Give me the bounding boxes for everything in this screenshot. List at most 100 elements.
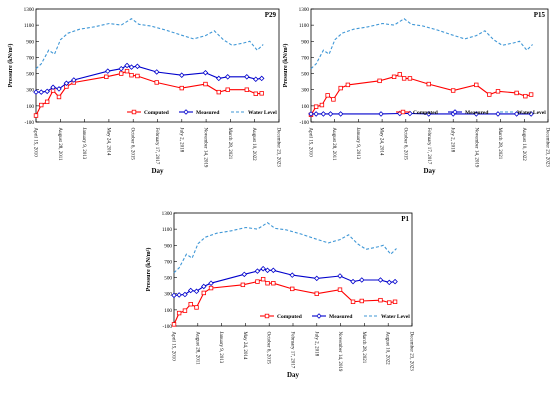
data-point-measured xyxy=(315,276,319,280)
data-point-computed xyxy=(339,86,343,90)
x-tick-label: July 2, 2018 xyxy=(450,128,455,153)
y-axis-label: Pressure (kN/m²) xyxy=(145,248,152,292)
x-tick-label: February 17, 2017 xyxy=(426,128,431,165)
data-point-measured xyxy=(34,90,38,94)
data-point-computed xyxy=(326,94,330,98)
data-point-measured xyxy=(496,112,500,116)
data-point-measured xyxy=(328,112,332,116)
plot-frame xyxy=(36,9,279,122)
data-point-computed xyxy=(360,299,364,303)
data-point-computed xyxy=(314,105,318,109)
data-point-measured xyxy=(314,112,318,116)
y-tick-label: -100 xyxy=(162,324,172,330)
x-tick-label: October 6, 2015 xyxy=(266,332,271,365)
data-point-computed xyxy=(125,69,129,73)
x-tick-label: December 23, 2023 xyxy=(409,332,414,372)
data-point-computed xyxy=(180,86,184,90)
data-point-computed xyxy=(57,95,61,99)
y-tick-label: 500 xyxy=(26,72,34,78)
data-point-computed xyxy=(119,72,123,76)
data-point-computed xyxy=(260,92,264,96)
data-point-computed xyxy=(351,300,355,304)
data-point-computed xyxy=(266,281,270,285)
data-point-measured xyxy=(338,274,342,278)
data-point-measured xyxy=(351,279,355,283)
data-point-measured xyxy=(387,280,391,284)
data-point-measured xyxy=(271,268,275,272)
data-point-computed xyxy=(332,98,336,102)
y-tick-label: 900 xyxy=(301,39,309,45)
data-point-computed xyxy=(183,309,187,313)
legend-label-measured: Measured xyxy=(329,314,352,320)
x-axis-label: Day xyxy=(423,167,436,175)
x-tick-label: January 9, 2013 xyxy=(218,332,223,364)
y-axis-label: Pressure (kN/m²) xyxy=(7,44,14,88)
x-tick-label: July 2, 2018 xyxy=(313,332,318,357)
legend-marker-computed xyxy=(401,110,405,114)
data-point-computed xyxy=(204,82,208,86)
y-tick-label: 1300 xyxy=(24,7,35,13)
data-point-computed xyxy=(241,283,245,287)
x-tick-label: January 9, 2013 xyxy=(81,128,86,160)
data-point-computed xyxy=(398,73,402,77)
data-point-computed xyxy=(387,301,391,305)
data-point-measured xyxy=(254,77,258,81)
x-tick-label: May 24, 2014 xyxy=(105,128,110,156)
x-tick-label: November 14, 2019 xyxy=(337,332,342,372)
data-point-computed xyxy=(245,88,249,92)
x-tick-label: August 28, 2011 xyxy=(57,128,62,162)
data-point-computed xyxy=(254,92,258,96)
data-point-computed xyxy=(496,90,500,94)
x-tick-label: October 6, 2015 xyxy=(402,128,407,161)
y-tick-label: 100 xyxy=(301,104,309,110)
y-tick-label: 900 xyxy=(164,243,172,249)
y-tick-label: -100 xyxy=(299,120,309,126)
x-tick-label: April 15, 2010 xyxy=(33,128,38,158)
y-tick-label: 1300 xyxy=(299,7,310,13)
legend-label-water-level: Water Level xyxy=(248,110,277,116)
y-tick-label: 700 xyxy=(301,55,309,61)
data-point-computed xyxy=(189,302,193,306)
data-point-computed xyxy=(39,103,43,107)
panel-label: P15 xyxy=(534,11,546,19)
data-point-measured xyxy=(177,293,181,297)
y-tick-label: 500 xyxy=(164,276,172,282)
y-tick-label: 300 xyxy=(301,88,309,94)
y-tick-label: -100 xyxy=(24,120,34,126)
legend-marker-measured xyxy=(184,110,188,114)
x-tick-label: October 6, 2015 xyxy=(130,128,135,161)
data-point-computed xyxy=(315,292,319,296)
data-point-computed xyxy=(320,103,324,107)
y-tick-label: 1300 xyxy=(162,211,173,217)
x-tick-label: May 24, 2014 xyxy=(379,128,384,156)
data-point-computed xyxy=(524,94,528,98)
x-tick-label: March 28, 2021 xyxy=(227,128,232,160)
legend-label-computed: Computed xyxy=(413,110,438,116)
data-point-computed xyxy=(272,281,276,285)
legend-marker-computed xyxy=(265,314,269,318)
data-point-computed xyxy=(379,298,383,302)
data-point-computed xyxy=(346,83,350,87)
data-point-computed xyxy=(34,114,38,118)
x-tick-label: December 23, 2023 xyxy=(545,128,550,168)
data-point-measured xyxy=(261,266,265,270)
x-tick-label: February 17, 2017 xyxy=(290,332,295,369)
x-tick-label: April 15, 2010 xyxy=(171,332,176,362)
data-point-measured xyxy=(321,112,325,116)
legend-label-computed: Computed xyxy=(144,110,169,116)
data-point-measured xyxy=(129,65,133,69)
y-tick-label: 1100 xyxy=(162,227,173,233)
data-point-computed xyxy=(155,81,159,85)
x-tick-label: March 28, 2021 xyxy=(497,128,502,160)
series-line-water-level xyxy=(311,19,533,69)
legend-marker-measured xyxy=(317,314,321,318)
data-point-computed xyxy=(338,288,342,292)
x-tick-label: July 2, 2018 xyxy=(178,128,183,153)
data-point-measured xyxy=(125,63,129,67)
data-point-measured xyxy=(393,279,397,283)
data-point-computed xyxy=(105,75,109,79)
y-tick-label: 300 xyxy=(164,292,172,298)
